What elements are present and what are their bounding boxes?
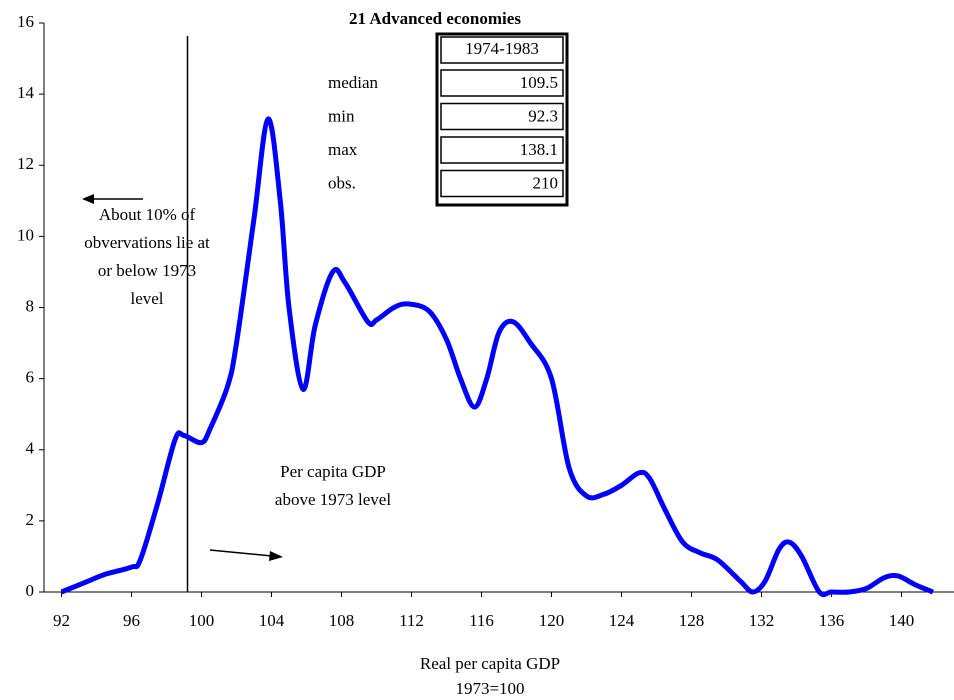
x-axis-label: 1973=100 (455, 679, 524, 698)
x-tick-label: 136 (819, 611, 845, 630)
annotation: obvervations lie at (84, 233, 210, 252)
y-tick-label: 2 (26, 510, 35, 529)
y-tick-label: 8 (26, 296, 35, 315)
stats-cell (440, 136, 564, 164)
x-tick-label: 112 (399, 611, 424, 630)
stats-label: obs. (328, 173, 356, 192)
x-tick-label: 124 (609, 611, 635, 630)
annotation: level (130, 289, 163, 308)
stats-label: min (328, 106, 355, 125)
y-tick-label: 16 (17, 12, 34, 31)
annotation: above 1973 level (275, 490, 391, 509)
stats-value: 138.1 (520, 140, 558, 159)
chart-title: 21 Advanced economies (349, 9, 521, 28)
stats-label: median (328, 73, 379, 92)
x-tick-label: 92 (53, 611, 70, 630)
stats-value: 210 (533, 173, 559, 192)
x-tick-label: 96 (123, 611, 140, 630)
annotation: About 10% of (99, 205, 196, 224)
x-tick-label: 120 (539, 611, 565, 630)
arrowhead (269, 551, 283, 561)
x-axis-label: Real per capita GDP (420, 654, 560, 673)
stats-cell (440, 169, 564, 198)
stats-label: max (328, 140, 358, 159)
annotation: or below 1973 (98, 261, 196, 280)
y-tick-label: 12 (17, 154, 34, 173)
stats-cell (440, 102, 564, 131)
stats-header: 1974-1983 (465, 39, 539, 58)
stats-cell (440, 69, 564, 97)
x-tick-label: 128 (679, 611, 705, 630)
y-tick-label: 0 (26, 581, 35, 600)
x-tick-label: 116 (469, 611, 494, 630)
stats-value: 92.3 (528, 106, 558, 125)
x-tick-label: 104 (259, 611, 285, 630)
annotation: Per capita GDP (280, 462, 386, 481)
y-tick-label: 14 (17, 83, 35, 102)
arrowhead (82, 194, 94, 204)
arrow (209, 549, 273, 557)
x-tick-label: 100 (189, 611, 215, 630)
y-tick-label: 6 (26, 368, 35, 387)
x-tick-label: 132 (749, 611, 775, 630)
y-tick-label: 4 (26, 439, 35, 458)
stats-value: 109.5 (520, 73, 558, 92)
x-tick-label: 140 (889, 611, 915, 630)
stats-cell (440, 36, 564, 64)
stats-frame (435, 32, 569, 207)
data-line (60, 116, 934, 598)
x-tick-label: 108 (329, 611, 355, 630)
y-tick-label: 10 (17, 225, 34, 244)
